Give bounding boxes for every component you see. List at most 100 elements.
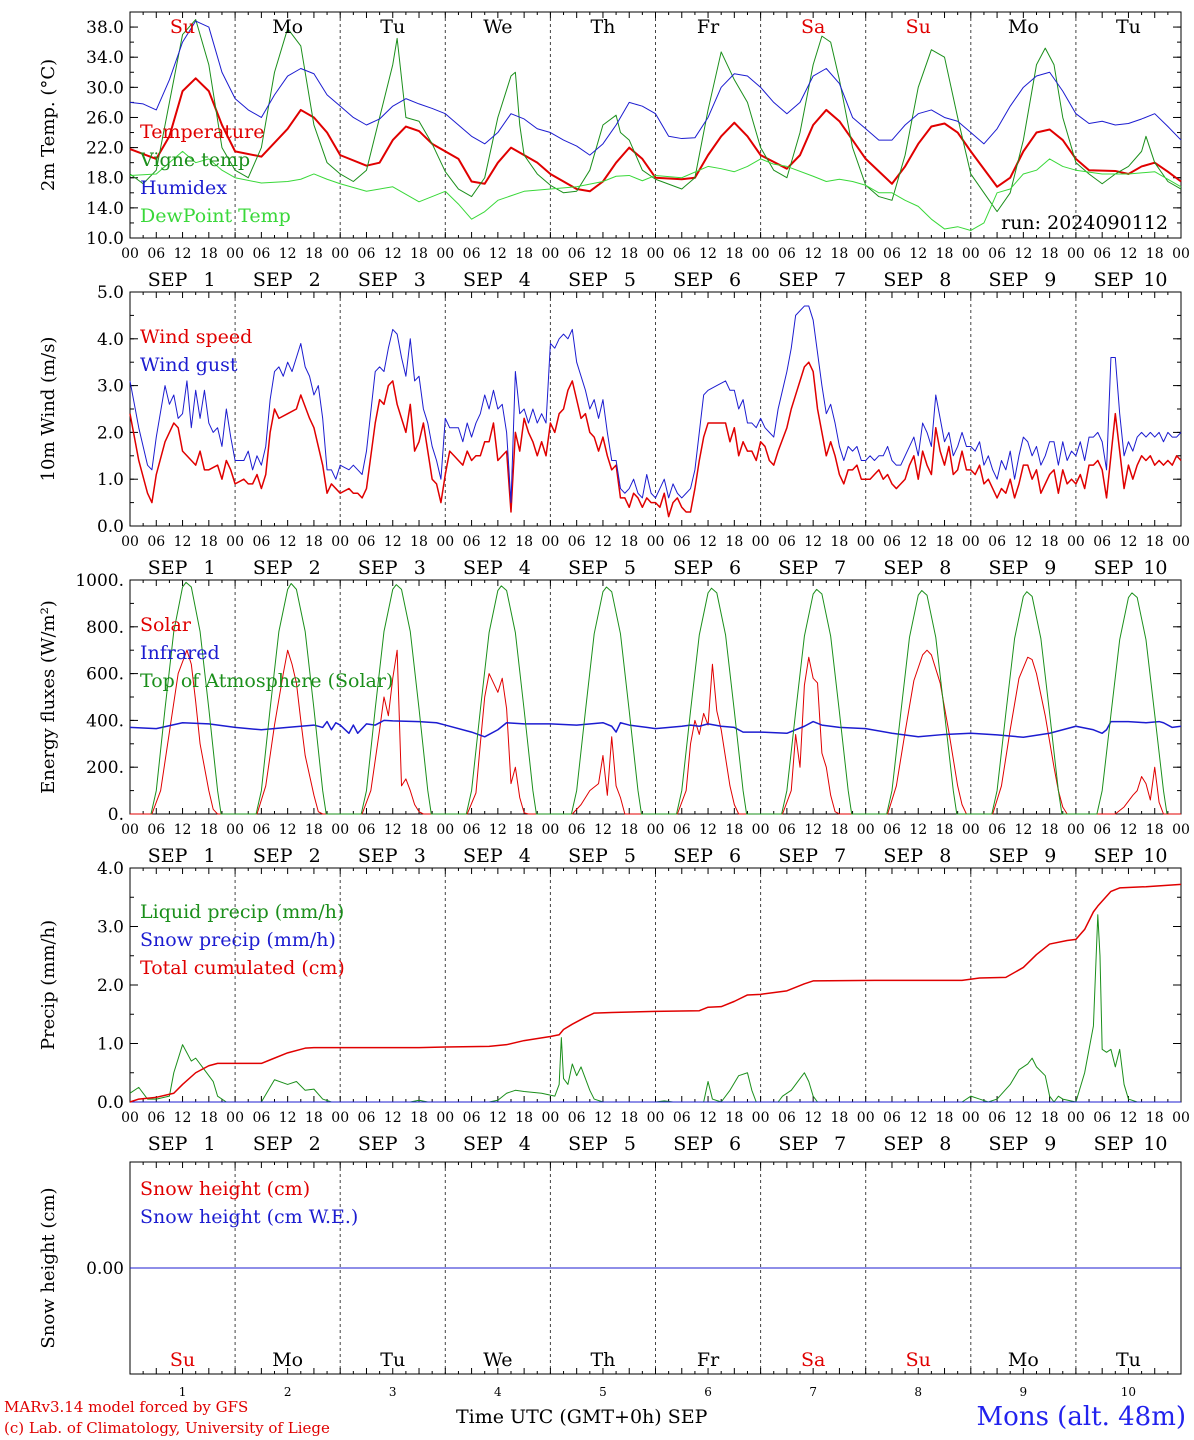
hour-label: 12 xyxy=(909,1110,927,1126)
y-tick-label: 3.0 xyxy=(97,377,124,397)
hour-label: 18 xyxy=(200,246,218,262)
hour-label: 12 xyxy=(174,534,192,550)
hour-label: 00 xyxy=(541,534,559,550)
month-label: SEP xyxy=(883,845,923,867)
hour-label: 18 xyxy=(515,534,533,550)
hour-label: 00 xyxy=(647,822,665,838)
date-label: 1 xyxy=(204,557,216,579)
legend-entry: Snow height (cm W.E.) xyxy=(140,1206,358,1228)
date-label: 9 xyxy=(1044,845,1056,867)
legend-entry: Wind gust xyxy=(140,354,238,376)
date-label: 8 xyxy=(939,269,951,291)
y-tick-label: 18.0 xyxy=(86,169,124,189)
month-label: SEP xyxy=(148,1133,188,1155)
weekday-label: Tu xyxy=(380,1349,405,1371)
hour-label: 06 xyxy=(1093,246,1111,262)
day-number: 1 xyxy=(179,1385,187,1399)
y-tick-label: 200. xyxy=(86,758,124,778)
weekday-label: Sa xyxy=(801,1349,825,1371)
month-label: SEP xyxy=(883,269,923,291)
date-label: 2 xyxy=(309,557,321,579)
series-line xyxy=(129,883,1182,1103)
hour-label: 18 xyxy=(410,534,428,550)
hour-label: 00 xyxy=(541,246,559,262)
series-line xyxy=(129,19,1182,213)
hour-label: 06 xyxy=(568,246,586,262)
hour-label: 00 xyxy=(1172,534,1190,550)
hour-label: 12 xyxy=(594,822,612,838)
hour-label: 00 xyxy=(1067,246,1085,262)
hour-label: 06 xyxy=(463,1110,481,1126)
series-line xyxy=(129,305,1182,504)
hour-label: 00 xyxy=(121,1110,139,1126)
hour-label: 18 xyxy=(410,246,428,262)
date-label: 10 xyxy=(1143,269,1167,291)
hour-label: 06 xyxy=(1093,1110,1111,1126)
date-label: 7 xyxy=(834,269,846,291)
month-label: SEP xyxy=(673,269,713,291)
weekday-label: Tu xyxy=(1116,16,1141,38)
hour-label: 06 xyxy=(147,534,165,550)
month-label: SEP xyxy=(358,845,398,867)
hour-label: 18 xyxy=(200,1110,218,1126)
y-axis-label: Snow height (cm) xyxy=(38,1187,59,1348)
day-number: 7 xyxy=(809,1385,817,1399)
hour-label: 18 xyxy=(831,534,849,550)
y-tick-label: 26.0 xyxy=(86,108,124,128)
hour-label: 00 xyxy=(962,822,980,838)
hour-label: 06 xyxy=(988,1110,1006,1126)
legend-entry: Top of Atmosphere (Solar) xyxy=(140,670,393,692)
hour-label: 18 xyxy=(936,822,954,838)
month-label: SEP xyxy=(673,557,713,579)
date-label: 4 xyxy=(519,1133,531,1155)
hour-label: 18 xyxy=(725,534,743,550)
hour-label: 06 xyxy=(883,1110,901,1126)
weekday-label: Sa xyxy=(801,16,825,38)
hour-label: 06 xyxy=(147,822,165,838)
hour-label: 18 xyxy=(1041,534,1059,550)
month-label: SEP xyxy=(989,269,1029,291)
hour-label: 12 xyxy=(699,1110,717,1126)
hour-label: 18 xyxy=(620,534,638,550)
month-label: SEP xyxy=(253,1133,293,1155)
hour-label: 12 xyxy=(279,822,297,838)
model-credit: MARv3.14 model forced by GFS xyxy=(4,1398,249,1416)
weekday-label: Th xyxy=(590,16,615,38)
month-label: SEP xyxy=(883,1133,923,1155)
weekday-label: Mo xyxy=(1008,1349,1039,1371)
hour-label: 00 xyxy=(331,534,349,550)
hour-label: 00 xyxy=(752,246,770,262)
date-label: 4 xyxy=(519,557,531,579)
month-label: SEP xyxy=(1094,1133,1134,1155)
weekday-label: Fr xyxy=(697,16,720,38)
legend-entry: Snow precip (mm/h) xyxy=(140,929,336,951)
hour-label: 00 xyxy=(752,1110,770,1126)
weekday-label: Tu xyxy=(1116,1349,1141,1371)
hour-label: 06 xyxy=(883,534,901,550)
weekday-label: Fr xyxy=(697,1349,720,1371)
month-label: SEP xyxy=(463,557,503,579)
hour-label: 00 xyxy=(436,1110,454,1126)
hour-label: 00 xyxy=(331,822,349,838)
day-number: 5 xyxy=(599,1385,607,1399)
hour-label: 06 xyxy=(358,822,376,838)
day-number: 6 xyxy=(704,1385,712,1399)
hour-label: 12 xyxy=(1120,1110,1138,1126)
hour-label: 06 xyxy=(988,246,1006,262)
hour-label: 18 xyxy=(936,246,954,262)
weekday-label: Mo xyxy=(272,16,303,38)
hour-label: 12 xyxy=(384,246,402,262)
date-label: 7 xyxy=(834,1133,846,1155)
hour-label: 12 xyxy=(699,246,717,262)
hour-label: 12 xyxy=(594,246,612,262)
date-label: 6 xyxy=(729,269,741,291)
hour-label: 06 xyxy=(778,1110,796,1126)
hour-label: 12 xyxy=(594,534,612,550)
x-axis-title-text: Time UTC (GMT+0h) xyxy=(456,1406,662,1428)
series-line xyxy=(129,914,1181,1103)
hour-label: 06 xyxy=(778,246,796,262)
hour-label: 06 xyxy=(883,246,901,262)
y-axis-label: Precip (mm/h) xyxy=(38,920,59,1050)
y-tick-label: 1.0 xyxy=(97,470,124,490)
hour-label: 18 xyxy=(515,246,533,262)
